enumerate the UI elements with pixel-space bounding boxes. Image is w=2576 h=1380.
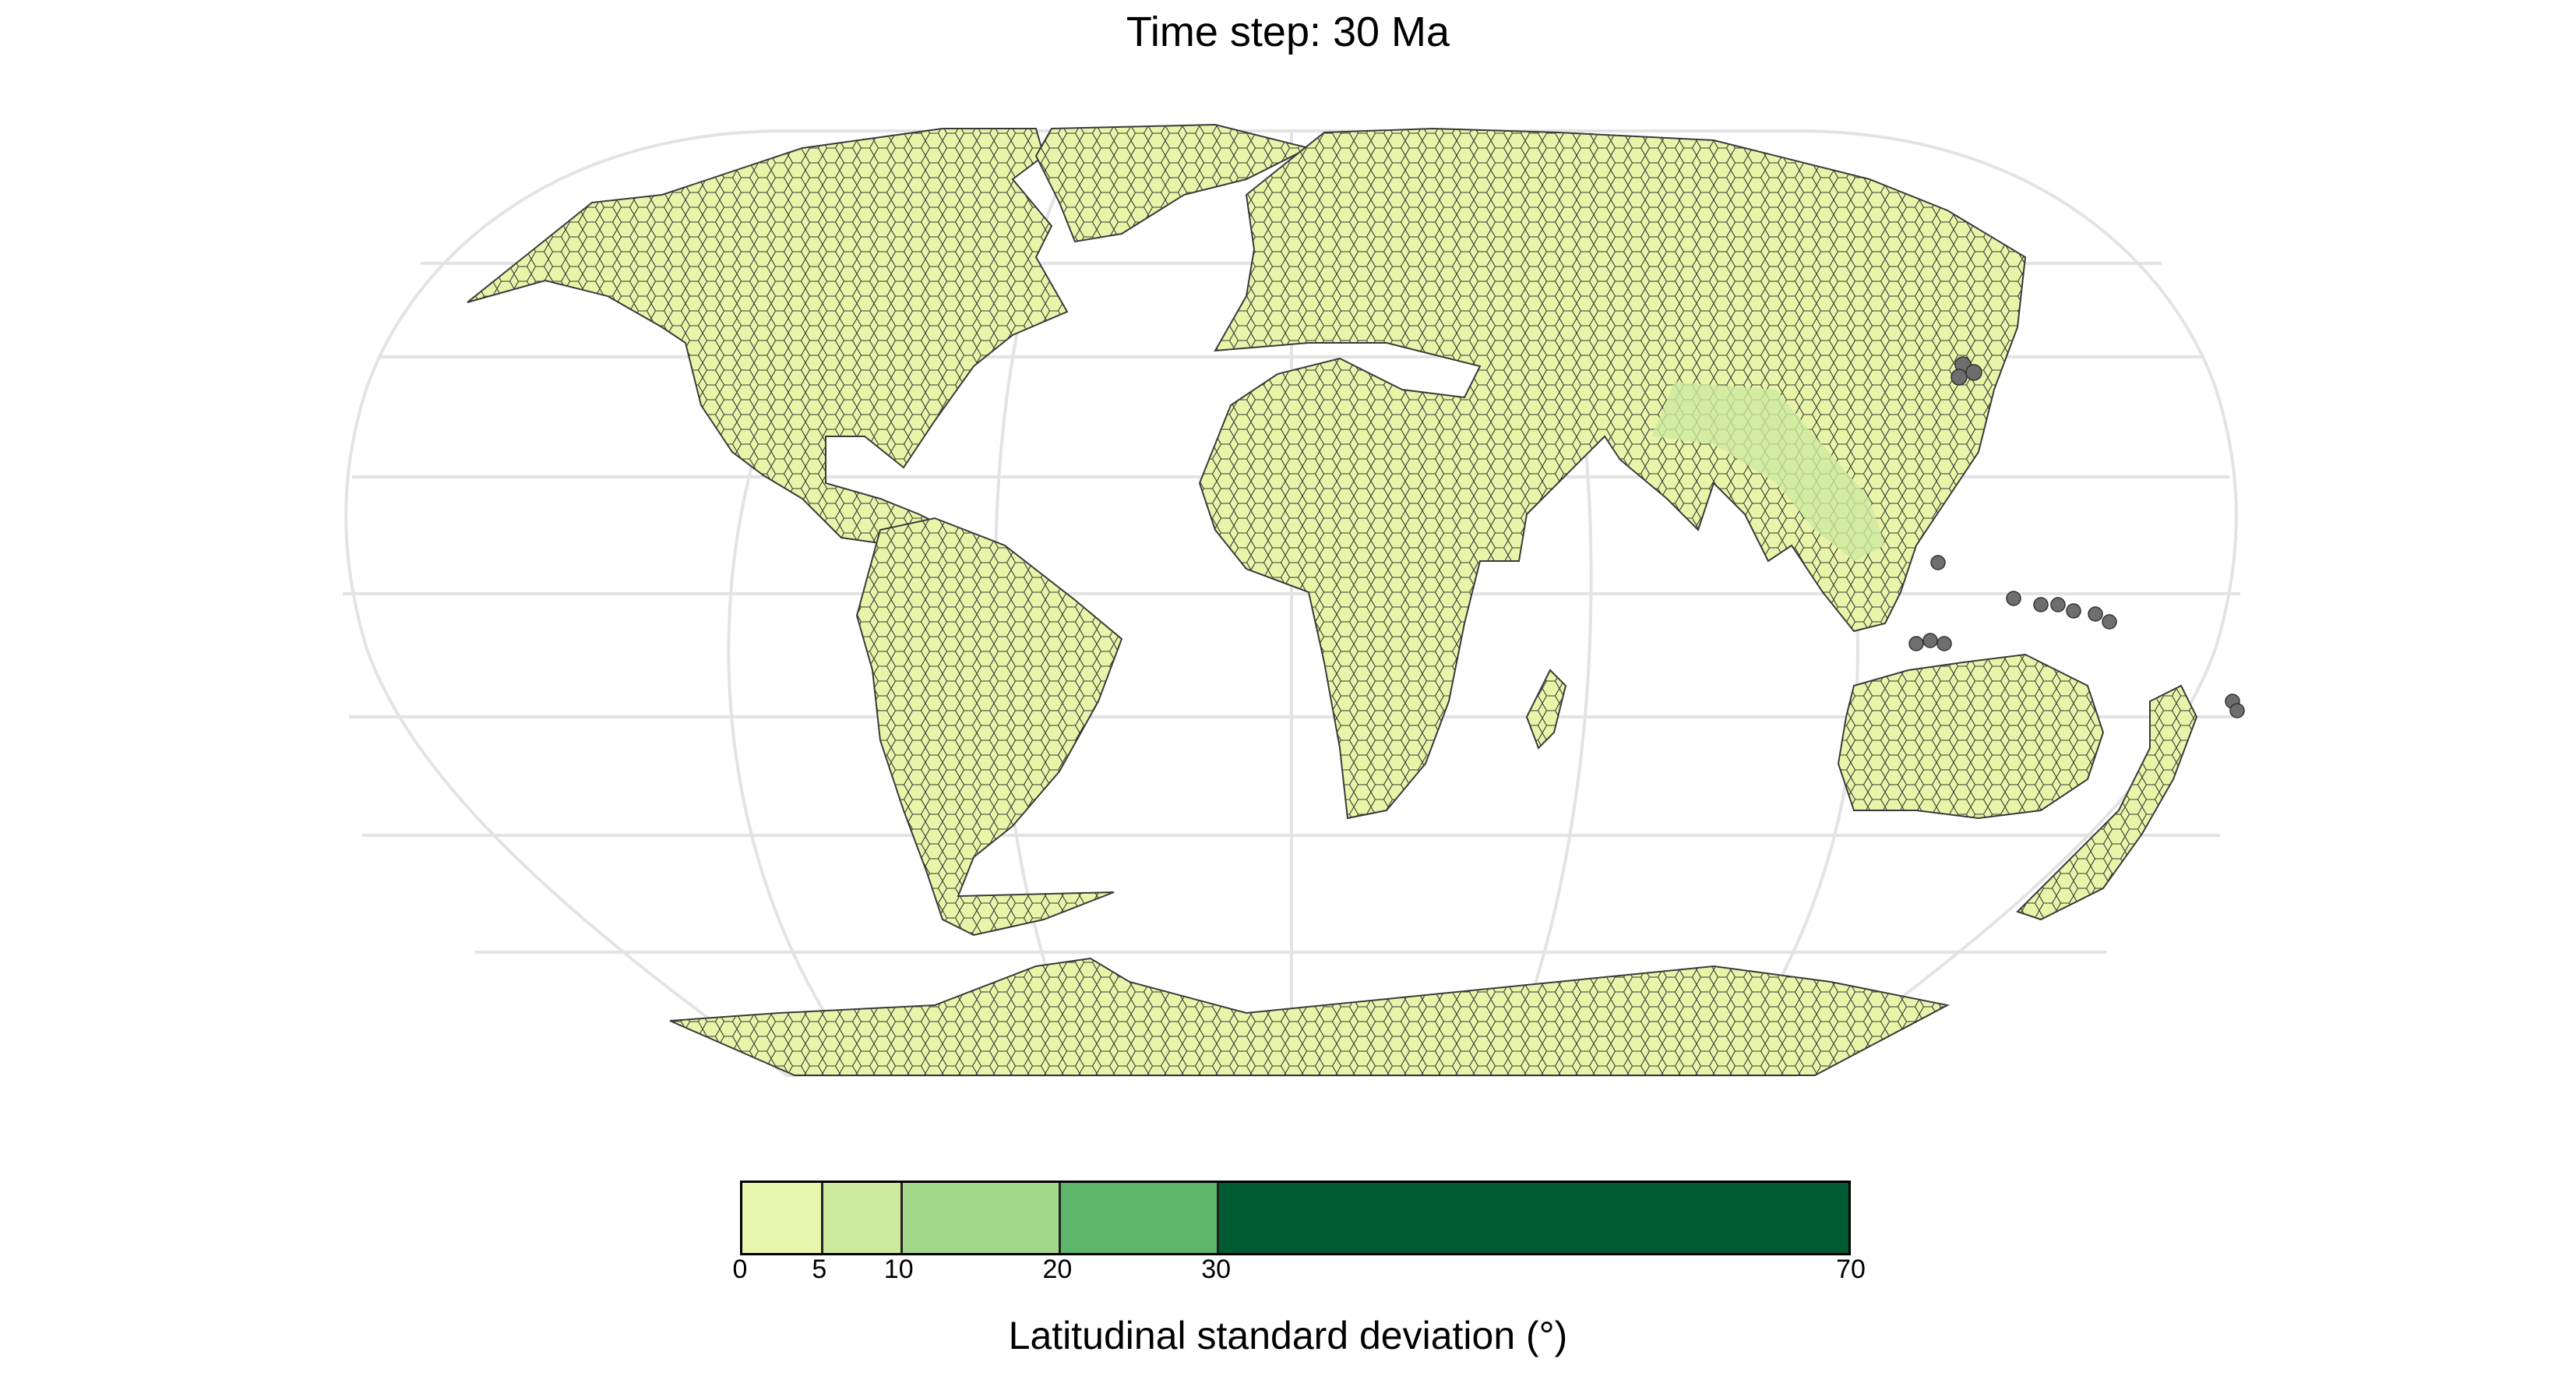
colorbar-tick-label: 5	[812, 1255, 827, 1284]
new-zealand	[2016, 684, 2198, 921]
colorbar-tick-label: 20	[1042, 1255, 1073, 1284]
colorbar-tick-label: 0	[732, 1255, 748, 1284]
south-america	[855, 517, 1123, 937]
colorbar-bin-5-10	[821, 1183, 900, 1253]
colorbar-bin-10-20	[900, 1183, 1059, 1253]
colorbar-tick-label: 70	[1836, 1255, 1866, 1284]
colorbar-bin-30-70	[1216, 1183, 1848, 1253]
north-america	[467, 128, 1069, 547]
antarctica	[669, 957, 1950, 1076]
madagascar	[1525, 669, 1567, 750]
greenland	[1034, 123, 1311, 243]
map-title: Time step: 30 Ma	[1126, 9, 1450, 55]
colorbar-bin-20-30	[1058, 1183, 1217, 1253]
continents	[467, 123, 2198, 1076]
world-map	[343, 123, 2245, 1077]
australia	[1837, 653, 2105, 820]
colorbar-tick-label: 30	[1201, 1255, 1232, 1284]
colorbar-label: Latitudinal standard deviation (°)	[1008, 1314, 1568, 1357]
colorbar-bin-0-5	[742, 1183, 822, 1253]
africa-eurasia	[1198, 127, 2027, 820]
no-data-cells	[1908, 356, 2245, 718]
colorbar	[740, 1181, 1851, 1255]
colorbar-tick-label: 10	[883, 1255, 914, 1284]
higher-deviation-region	[1651, 382, 1885, 561]
